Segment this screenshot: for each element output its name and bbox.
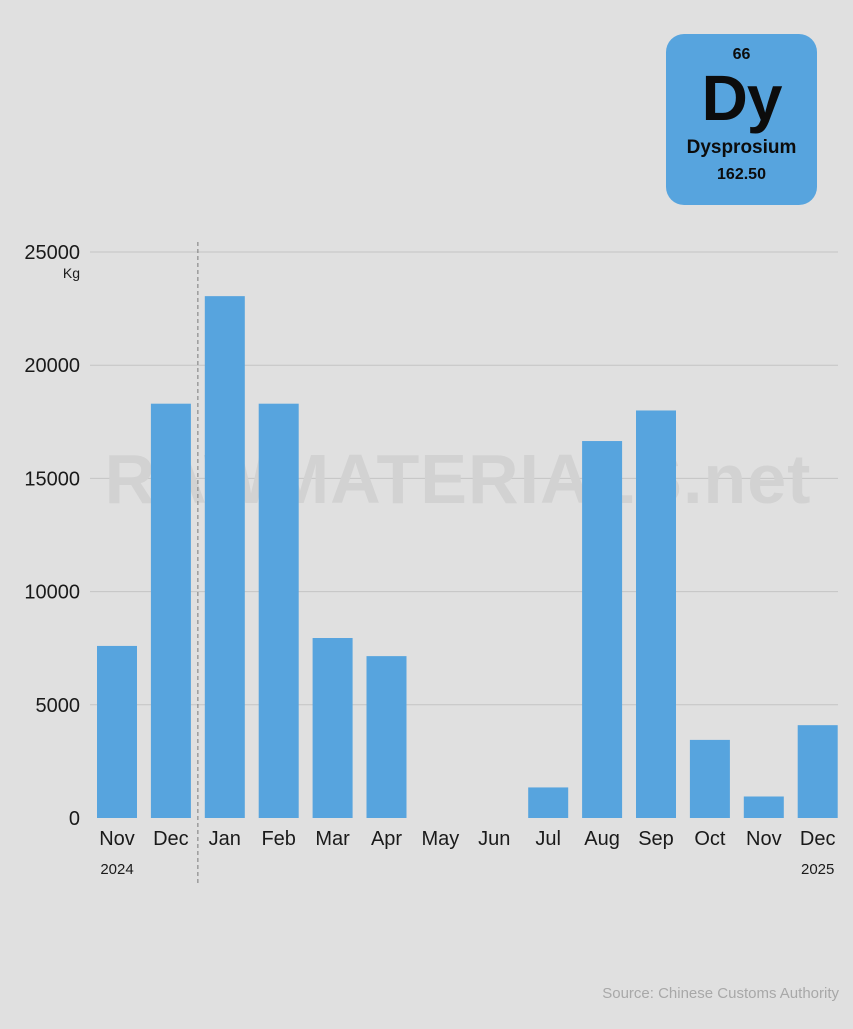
year-label-start: 2024 [100,861,133,878]
bar [528,787,569,818]
x-tick-label: Feb [261,828,295,850]
y-tick-label: 10000 [24,582,80,604]
x-tick-label: May [422,828,460,850]
bar [636,410,676,818]
y-tick-label: 5000 [36,695,81,717]
bar [204,296,245,818]
year-label-end: 2025 [801,861,834,878]
bar [97,645,137,818]
x-tick-label: Jun [478,828,510,850]
bar [312,638,353,818]
x-tick-label: Aug [584,828,620,850]
x-tick-label: Nov [746,828,782,850]
y-tick-label: 15000 [24,468,80,490]
bar [258,403,299,818]
x-tick-label: Dec [800,828,836,850]
x-tick-label: Mar [315,828,350,850]
x-tick-label: Apr [371,828,402,850]
x-tick-label: Jul [535,828,561,850]
bar [743,796,784,818]
atomic-number: 66 [732,46,751,63]
x-tick-label: Dec [153,828,189,850]
y-tick-label: 20000 [24,355,80,377]
x-tick-label: Jan [209,828,241,850]
y-tick-label: 0 [69,808,80,830]
x-tick-label: Oct [694,828,726,850]
bar [582,441,623,818]
x-tick-label: Nov [99,828,135,850]
element-symbol: Dy [701,62,783,134]
y-unit-label: Kg [63,265,80,281]
bar [689,739,730,818]
bar [150,403,191,818]
element-tile: 66 Dy Dysprosium 162.50 [666,34,817,205]
y-tick-label: 25000 [24,242,80,264]
atomic-mass: 162.50 [717,166,766,183]
bar [366,656,407,818]
element-name: Dysprosium [686,137,797,158]
source-note: Source: Chinese Customs Authority [602,985,839,1002]
bar [797,725,838,818]
x-tick-label: Sep [638,828,674,850]
